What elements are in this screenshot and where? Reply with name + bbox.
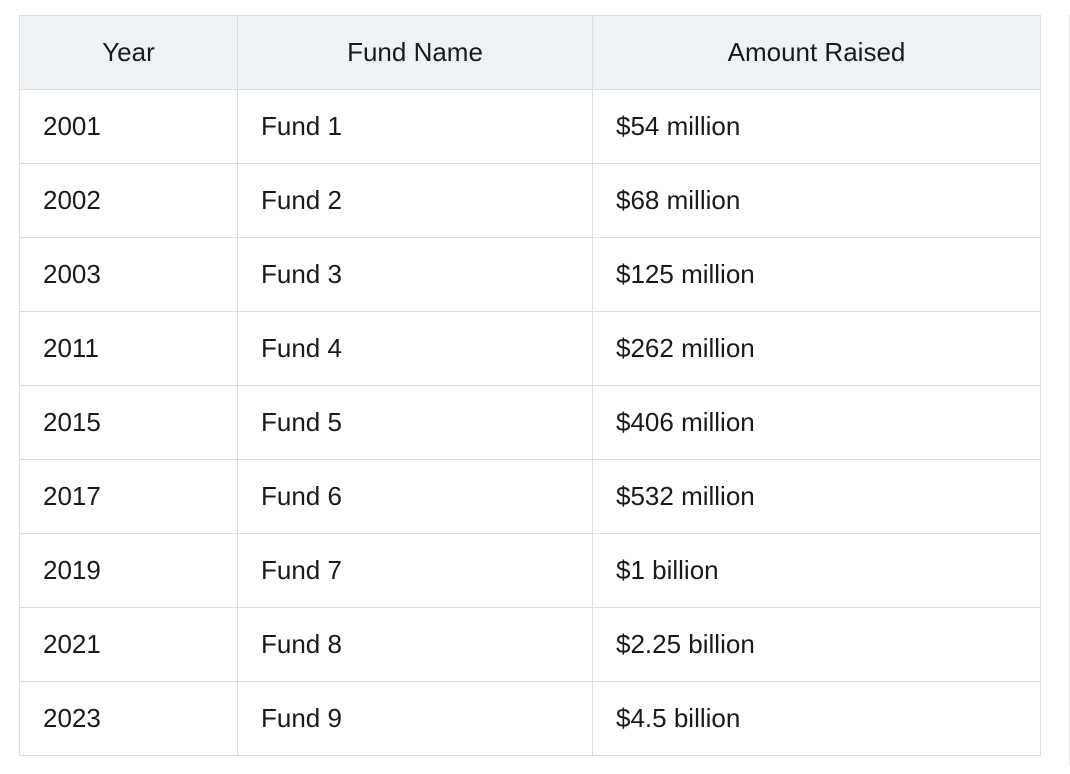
table-row: 2001 Fund 1 $54 million — [19, 89, 1041, 164]
cell-fund-name: Fund 7 — [237, 533, 593, 608]
header-year: Year — [19, 15, 238, 90]
cell-year: 2015 — [19, 385, 238, 460]
cell-year: 2011 — [19, 311, 238, 386]
table-row: 2011 Fund 4 $262 million — [19, 311, 1041, 386]
fund-table-container: Year Fund Name Amount Raised 2001 Fund 1… — [19, 15, 1041, 756]
table-row: 2021 Fund 8 $2.25 billion — [19, 607, 1041, 682]
cell-amount-raised: $2.25 billion — [592, 607, 1041, 682]
cell-year: 2023 — [19, 681, 238, 756]
cell-year: 2019 — [19, 533, 238, 608]
table-header-row: Year Fund Name Amount Raised — [19, 15, 1041, 90]
table-row: 2003 Fund 3 $125 million — [19, 237, 1041, 312]
cell-fund-name: Fund 9 — [237, 681, 593, 756]
table-row: 2023 Fund 9 $4.5 billion — [19, 681, 1041, 756]
table-row: 2017 Fund 6 $532 million — [19, 459, 1041, 534]
cell-amount-raised: $406 million — [592, 385, 1041, 460]
cell-amount-raised: $68 million — [592, 163, 1041, 238]
cell-fund-name: Fund 8 — [237, 607, 593, 682]
header-amount-raised: Amount Raised — [592, 15, 1041, 90]
cell-amount-raised: $4.5 billion — [592, 681, 1041, 756]
cell-year: 2001 — [19, 89, 238, 164]
table-row: 2015 Fund 5 $406 million — [19, 385, 1041, 460]
cell-amount-raised: $262 million — [592, 311, 1041, 386]
cell-fund-name: Fund 1 — [237, 89, 593, 164]
cell-fund-name: Fund 6 — [237, 459, 593, 534]
cell-fund-name: Fund 4 — [237, 311, 593, 386]
cell-amount-raised: $1 billion — [592, 533, 1041, 608]
cell-amount-raised: $532 million — [592, 459, 1041, 534]
cell-amount-raised: $125 million — [592, 237, 1041, 312]
cell-amount-raised: $54 million — [592, 89, 1041, 164]
table-row: 2019 Fund 7 $1 billion — [19, 533, 1041, 608]
cell-fund-name: Fund 5 — [237, 385, 593, 460]
cell-year: 2017 — [19, 459, 238, 534]
cell-fund-name: Fund 2 — [237, 163, 593, 238]
cell-year: 2002 — [19, 163, 238, 238]
cell-year: 2021 — [19, 607, 238, 682]
fund-table: Year Fund Name Amount Raised 2001 Fund 1… — [19, 15, 1041, 756]
cell-fund-name: Fund 3 — [237, 237, 593, 312]
table-row: 2002 Fund 2 $68 million — [19, 163, 1041, 238]
header-fund-name: Fund Name — [237, 15, 593, 90]
cell-year: 2003 — [19, 237, 238, 312]
